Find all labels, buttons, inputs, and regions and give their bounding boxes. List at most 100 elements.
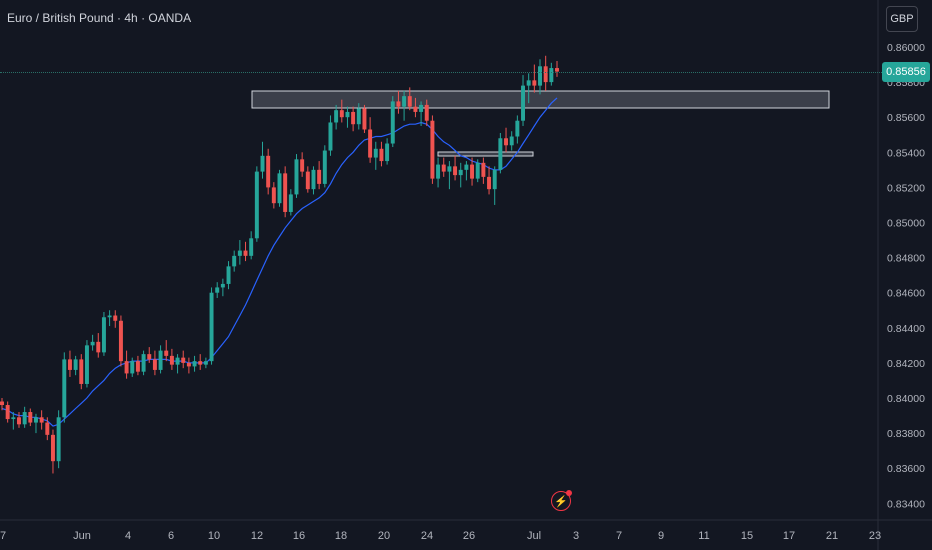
x-tick-label: 23 <box>869 530 881 542</box>
candle-body <box>300 159 305 172</box>
candle-body <box>532 80 537 86</box>
currency-button[interactable]: GBP <box>886 6 918 32</box>
x-tick-label: 18 <box>335 530 347 542</box>
candle-body <box>220 283 225 288</box>
candle-body <box>419 104 424 112</box>
candle-body <box>73 359 78 370</box>
candle-body <box>464 164 469 170</box>
candle-body <box>237 250 242 256</box>
candle-body <box>90 341 95 346</box>
x-tick-label: 7 <box>616 530 622 542</box>
candle-body <box>135 361 140 372</box>
y-tick-label: 0.84600 <box>887 288 925 300</box>
candle-body <box>62 359 67 418</box>
candle-body <box>113 315 118 321</box>
candle-body <box>402 96 407 107</box>
candle-body <box>254 171 259 239</box>
candle-body <box>84 345 89 384</box>
candle-body <box>328 122 333 151</box>
candle-body <box>17 417 21 425</box>
candle-body <box>334 110 339 123</box>
candle-body <box>436 164 441 179</box>
y-tick-label: 0.84200 <box>887 358 925 370</box>
candle-body <box>322 150 327 184</box>
candle-body <box>509 136 514 146</box>
candle-body <box>487 176 492 190</box>
y-tick-label: 0.85400 <box>887 147 925 159</box>
candle-body <box>45 422 50 435</box>
candle-body <box>203 361 208 365</box>
candle-body <box>243 250 248 256</box>
y-tick-label: 0.84400 <box>887 323 925 335</box>
candle-body <box>186 362 191 367</box>
x-tick-label: 3 <box>573 530 579 542</box>
x-tick-label: 20 <box>378 530 390 542</box>
x-tick-label: 12 <box>251 530 263 542</box>
candle-body <box>107 315 112 318</box>
x-tick-label: 7 <box>0 530 6 542</box>
candle-body <box>181 357 186 363</box>
candle-body <box>430 120 435 179</box>
notification-dot <box>566 490 572 496</box>
candle-body <box>407 96 412 107</box>
candle-body <box>368 129 373 158</box>
candle-body <box>294 159 299 195</box>
candle-body <box>390 101 395 144</box>
x-tick-label: 21 <box>826 530 838 542</box>
candle-body <box>130 361 135 374</box>
candle-body <box>249 238 254 256</box>
candle-body <box>362 108 367 130</box>
x-tick-label: Jul <box>527 530 541 542</box>
candle-body <box>356 108 361 125</box>
candle-body <box>555 68 559 72</box>
candle-body <box>453 166 458 176</box>
x-tick-label: 11 <box>698 530 709 542</box>
y-tick-label: 0.83600 <box>887 463 925 475</box>
candle-body <box>277 173 282 204</box>
candle-body <box>413 106 418 112</box>
candle-body <box>317 169 322 184</box>
candle-body <box>152 359 157 370</box>
candle-body <box>198 361 203 365</box>
candle-body <box>492 169 497 190</box>
candle-body <box>543 66 548 83</box>
candle-body <box>28 412 33 423</box>
last-price-line <box>0 72 882 73</box>
candle-body <box>175 357 180 365</box>
candle-body <box>79 359 84 384</box>
candle-body <box>447 166 452 172</box>
candle-body <box>305 171 310 190</box>
last-price-label: 0.85856 <box>882 62 930 82</box>
candle-body <box>283 173 288 212</box>
lightning-icon[interactable]: ⚡ <box>551 490 572 511</box>
x-tick-label: 15 <box>741 530 753 542</box>
symbol-title: Euro / British Pound · 4h · OANDA <box>7 11 192 25</box>
candle-body <box>124 361 129 374</box>
candle-body <box>147 354 152 360</box>
x-tick-label: 10 <box>208 530 220 542</box>
candle-body <box>498 138 503 170</box>
x-tick-label: 9 <box>658 530 664 542</box>
supply-zone-rect <box>437 151 534 157</box>
candle-body <box>379 148 384 162</box>
candle-body <box>475 162 480 179</box>
y-tick-label: 0.83400 <box>887 498 925 510</box>
y-tick-label: 0.85000 <box>887 218 925 230</box>
candle-body <box>39 417 44 423</box>
candle-body <box>67 359 72 370</box>
x-tick-label: 6 <box>168 530 174 542</box>
candle-body <box>226 266 231 284</box>
candle-body <box>192 361 197 367</box>
y-tick-label: 0.83800 <box>887 428 925 440</box>
x-tick-label: 24 <box>421 530 433 542</box>
candle-body <box>118 320 123 362</box>
candle-body <box>311 169 316 190</box>
x-tick-label: 16 <box>293 530 305 542</box>
y-tick-label: 0.84000 <box>887 393 925 405</box>
y-tick-label: 0.86000 <box>887 42 925 54</box>
candle-body <box>33 417 38 423</box>
candle-body <box>351 111 356 125</box>
candle-body <box>101 317 106 353</box>
candle-body <box>470 164 475 179</box>
